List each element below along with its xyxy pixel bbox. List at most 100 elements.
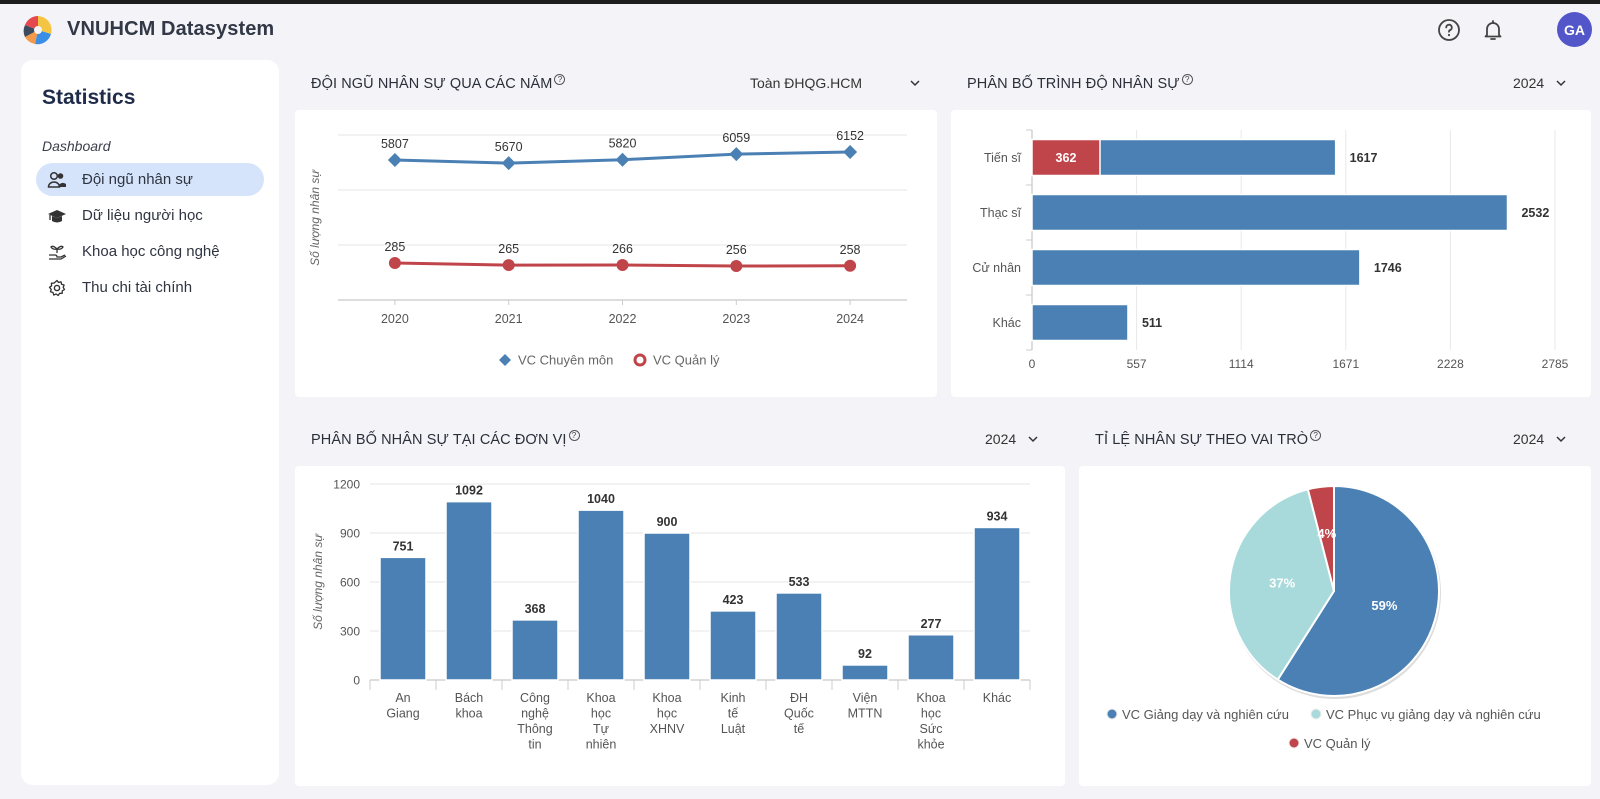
data-label: 533: [789, 575, 810, 589]
y-tick-label: Tiến sĩ: [984, 151, 1022, 165]
x-tick-label: MTTN: [848, 707, 883, 721]
x-tick-label: tế: [728, 707, 738, 721]
staff-over-years-title: ĐỘI NGŨ NHÂN SỰ QUA CÁC NĂM?: [311, 74, 566, 92]
sidebar-item-label: Đội ngũ nhân sự: [82, 171, 193, 188]
sidebar-item-finance[interactable]: Thu chi tài chính: [36, 271, 264, 304]
sidebar-title: Statistics: [42, 86, 136, 109]
unit-filter-select[interactable]: Toàn ĐHQG.HCM: [750, 75, 920, 91]
x-tick-label: Quốc: [784, 707, 814, 721]
x-tick-label: Sức: [920, 722, 943, 736]
by-role-chart-panel: 59% 37% 4% VC Giảng dạy và nghiên cứu VC Phụ…: [1079, 466, 1591, 786]
data-point: [615, 152, 630, 167]
y-tick-label: Cử nhân: [972, 261, 1021, 275]
highlight-label: 362: [1056, 151, 1077, 165]
data-label: 256: [726, 243, 747, 257]
y-tick-label: 300: [340, 625, 360, 639]
legend-marker: [1310, 708, 1322, 720]
card-title-text: TỈ LỆ NHÂN SỰ THEO VAI TRÒ: [1095, 431, 1309, 448]
help-icon[interactable]: ?: [554, 74, 566, 85]
x-tick-label: Giang: [386, 707, 419, 721]
sidebar-item-label: Thu chi tài chính: [82, 279, 193, 296]
x-tick-label: 2020: [381, 312, 409, 326]
legend-label: VC Giảng dạy và nghiên cứu: [1122, 707, 1289, 722]
select-value: 2024: [1513, 75, 1545, 91]
data-label: 265: [498, 242, 519, 256]
data-point: [843, 145, 858, 159]
legend-marker: [1106, 708, 1118, 720]
data-label: 266: [612, 242, 633, 256]
x-tick-label: Thông: [517, 722, 552, 736]
y-tick-label: 0: [353, 674, 360, 688]
highlight-bar: [1031, 138, 1101, 177]
y-axis-label: Số lượng nhân sự: [308, 169, 322, 266]
data-point: [844, 259, 857, 272]
sidebar-item-staff[interactable]: Đội ngũ nhân sự: [36, 163, 264, 196]
app-logo-icon: [23, 16, 52, 45]
data-label: 92: [858, 647, 872, 661]
user-avatar[interactable]: GA: [1557, 12, 1592, 47]
bar: [1031, 193, 1509, 232]
data-label: 6152: [836, 129, 864, 143]
select-value: 2024: [985, 431, 1017, 447]
x-tick-label: nghệ: [521, 707, 549, 721]
bar: [1031, 248, 1361, 287]
data-point: [729, 147, 744, 162]
x-tick-label: Bách: [455, 691, 484, 705]
data-label: 1617: [1350, 151, 1378, 165]
sidebar-item-science[interactable]: Khoa học công nghệ: [36, 235, 264, 268]
x-tick-label: 557: [1127, 357, 1147, 371]
x-tick-label: nhiên: [586, 738, 617, 752]
unit-year-select[interactable]: 2024: [985, 431, 1038, 447]
legend-label: VC Chuyên môn: [518, 353, 613, 368]
x-tick-label: Luật: [721, 722, 746, 736]
card-title-text: ĐỘI NGŨ NHÂN SỰ QUA CÁC NĂM: [311, 75, 553, 92]
x-tick-label: khỏe: [917, 738, 944, 752]
x-tick-label: 2021: [495, 312, 523, 326]
data-point: [730, 260, 743, 272]
bar: [973, 526, 1021, 681]
x-tick-label: 2022: [609, 312, 637, 326]
app-title: VNUHCM Datasystem: [67, 18, 275, 40]
by-role-title: TỈ LỆ NHÂN SỰ THEO VAI TRÒ?: [1095, 430, 1322, 448]
education-year-select[interactable]: 2024: [1513, 75, 1566, 91]
x-tick-label: học: [591, 707, 611, 721]
x-tick-label: 2024: [836, 312, 864, 326]
education-level-chart-panel: 0 557 1114 1671 2228 2785 Tiến sĩ 1617 362 Thạc s…: [951, 110, 1591, 397]
by-unit-title: PHÂN BỐ NHÂN SỰ TẠI CÁC ĐƠN VỊ?: [311, 430, 580, 448]
data-label: 2532: [1521, 206, 1549, 220]
help-icon: [1438, 19, 1460, 41]
education-level-title: PHÂN BỐ TRÌNH ĐỘ NHÂN SỰ?: [967, 74, 1193, 92]
legend-label: VC Quản lý: [1304, 736, 1371, 751]
app-header: VNUHCM Datasystem GA: [0, 4, 1600, 56]
help-icon[interactable]: ?: [1310, 430, 1322, 441]
bar: [643, 532, 691, 681]
data-label: 277: [921, 617, 942, 631]
data-label: 285: [384, 240, 405, 254]
slice-label: 4%: [1317, 526, 1336, 541]
help-icon[interactable]: ?: [568, 430, 580, 441]
card-title-text: PHÂN BỐ NHÂN SỰ TẠI CÁC ĐƠN VỊ: [311, 431, 567, 448]
role-year-select[interactable]: 2024: [1513, 431, 1566, 447]
x-tick-label: Viện: [853, 691, 878, 705]
x-tick-label: khoa: [455, 707, 482, 721]
data-point: [387, 153, 402, 167]
bar: [1031, 303, 1129, 342]
x-tick-label: Công: [520, 691, 550, 705]
sidebar: Statistics Dashboard Đội ngũ nhân sự Dữ …: [21, 60, 279, 785]
bar: [379, 556, 427, 681]
users-icon: [46, 169, 68, 191]
select-value: 2024: [1513, 431, 1545, 447]
data-label: 511: [1142, 316, 1162, 330]
help-button[interactable]: [1435, 16, 1463, 44]
plant-hand-icon: [46, 241, 68, 263]
notifications-button[interactable]: [1479, 16, 1507, 44]
x-tick-label: Khoa: [652, 691, 681, 705]
sidebar-item-label: Khoa học công nghệ: [82, 243, 220, 260]
sidebar-item-learners[interactable]: Dữ liệu người học: [36, 199, 264, 232]
staff-over-years-chart-panel: Số lượng nhân sự 2020 2021 2022 2023 2024 5807…: [295, 110, 937, 397]
chevron-down-icon: [1028, 436, 1038, 443]
chevron-down-icon: [1556, 436, 1566, 443]
graduation-cap-icon: [46, 205, 68, 227]
help-icon[interactable]: ?: [1181, 74, 1193, 85]
x-tick-label: Tự: [593, 722, 609, 736]
